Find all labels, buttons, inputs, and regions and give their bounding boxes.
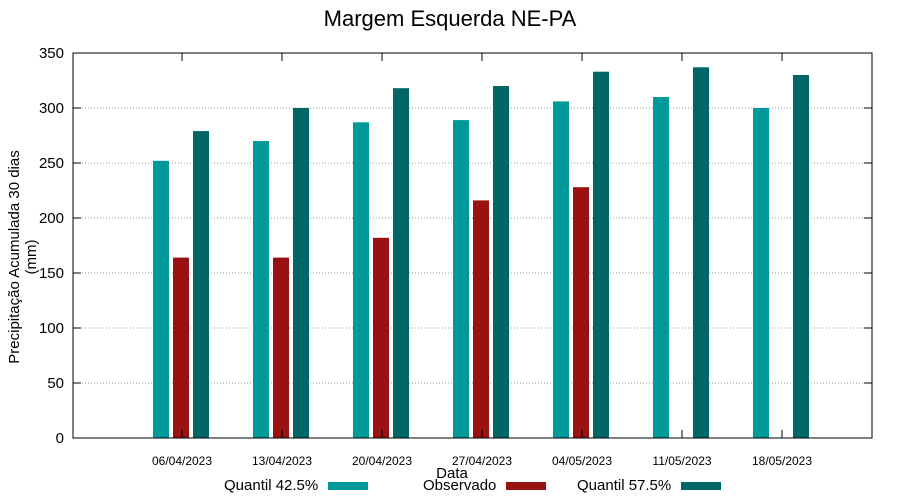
y-tick-label: 100	[39, 320, 64, 337]
y-tick-label: 50	[47, 375, 64, 392]
bar-quantil-57-5-	[593, 71, 609, 438]
bar-quantil-57-5-	[193, 131, 209, 438]
chart-title: Margem Esquerda NE-PA	[323, 6, 577, 31]
y-tick-label: 350	[39, 45, 64, 62]
plot-frame	[72, 52, 873, 439]
bar-quantil-42-5-	[353, 122, 369, 439]
bar-observado	[473, 200, 489, 438]
legend-item-quantil-42: Quantil 42.5%	[224, 477, 369, 497]
x-tick-label: 27/04/2023	[452, 454, 512, 468]
bar-quantil-57-5-	[793, 75, 809, 438]
x-tick-label: 18/05/2023	[752, 454, 812, 468]
legend-label: Observado	[423, 477, 497, 494]
legend-item-observado: Observado	[423, 477, 547, 497]
bar-observado	[273, 257, 289, 438]
x-axis-ticks: 06/04/2023 13/04/2023 20/04/2023 27/04/2023…	[152, 53, 812, 468]
bar-quantil-57-5-	[493, 86, 509, 438]
legend-swatch	[681, 482, 722, 491]
x-tick-label: 04/05/2023	[552, 454, 612, 468]
legend-swatch	[328, 482, 369, 491]
y-tick-label: 250	[39, 155, 64, 172]
y-tick-label: 0	[56, 430, 64, 447]
legend-swatch	[506, 482, 547, 491]
x-axis-label: Data	[436, 465, 468, 482]
bar-quantil-57-5-	[293, 108, 309, 438]
y-axis-ticks: 0 50 100 150 200 250 300 350	[39, 45, 872, 447]
bar-observado	[373, 237, 389, 438]
legend-label: Quantil 42.5%	[224, 477, 319, 494]
bar-quantil-42-5-	[653, 97, 669, 438]
bar-observado	[173, 257, 189, 438]
bar-quantil-57-5-	[393, 88, 409, 438]
x-tick-label: 11/05/2023	[652, 454, 711, 468]
legend-label: Quantil 57.5%	[577, 477, 672, 494]
bar-quantil-42-5-	[253, 141, 269, 438]
bar-quantil-57-5-	[693, 67, 709, 439]
bar-quantil-42-5-	[553, 101, 569, 439]
x-tick-label: 20/04/2023	[352, 454, 412, 468]
y-axis-label: Precipitação Acumulada 30 dias (mm)	[6, 150, 40, 364]
grid-lines	[73, 107, 872, 384]
y-tick-label: 150	[39, 265, 64, 282]
x-tick-label: 06/04/2023	[152, 454, 212, 468]
bar-quantil-42-5-	[453, 120, 469, 438]
legend-item-quantil-57: Quantil 57.5%	[577, 477, 722, 497]
y-tick-label: 300	[39, 100, 64, 117]
x-tick-label: 13/04/2023	[252, 454, 312, 468]
bar-quantil-42-5-	[153, 160, 169, 439]
bars	[153, 67, 809, 439]
bar-quantil-42-5-	[753, 108, 769, 438]
bar-observado	[573, 187, 589, 438]
y-tick-label: 200	[39, 210, 64, 227]
